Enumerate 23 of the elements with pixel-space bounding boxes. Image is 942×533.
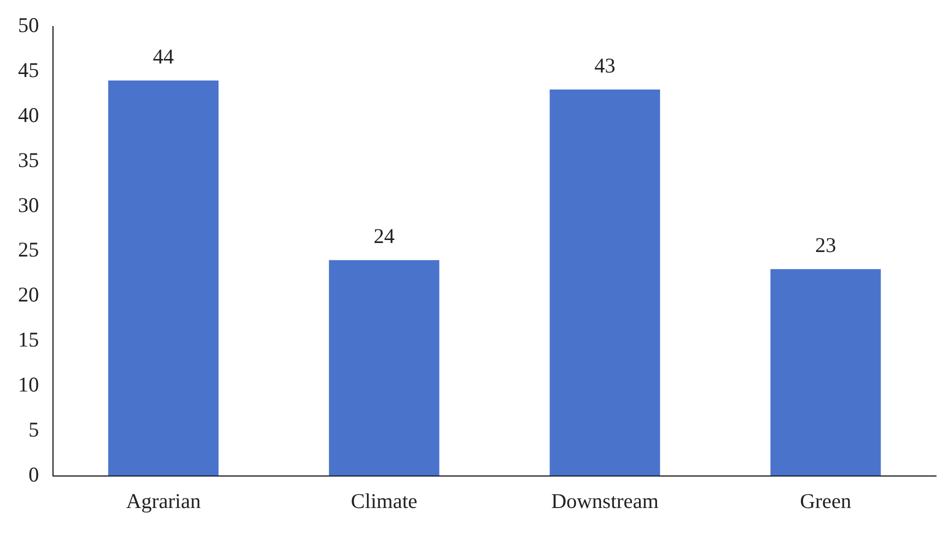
data-label: 44 [152,44,174,69]
y-tick-label: 45 [18,58,39,82]
bar [328,260,440,476]
y-tick-label: 0 [28,462,39,486]
data-label: 24 [374,224,396,248]
x-tick-label: Agrarian [126,488,202,513]
x-tick-label: Green [800,488,852,513]
y-tick-label: 15 [18,328,39,352]
y-tick-label: 50 [18,13,39,38]
y-tick-label: 10 [18,372,39,396]
bar [550,89,660,476]
y-tick-label: 35 [18,148,39,172]
y-tick-label: 40 [18,102,39,127]
x-tick-label: Downstream [551,488,659,513]
y-tick-label: 25 [18,238,39,262]
data-label: 23 [815,233,836,258]
bar [770,269,881,476]
y-tick-label: 5 [28,417,39,442]
y-tick-label: 30 [18,192,39,217]
y-tick-label: 20 [18,282,39,307]
x-tick-label: Climate [350,488,418,513]
data-label: 43 [594,54,616,78]
bar [108,80,219,476]
